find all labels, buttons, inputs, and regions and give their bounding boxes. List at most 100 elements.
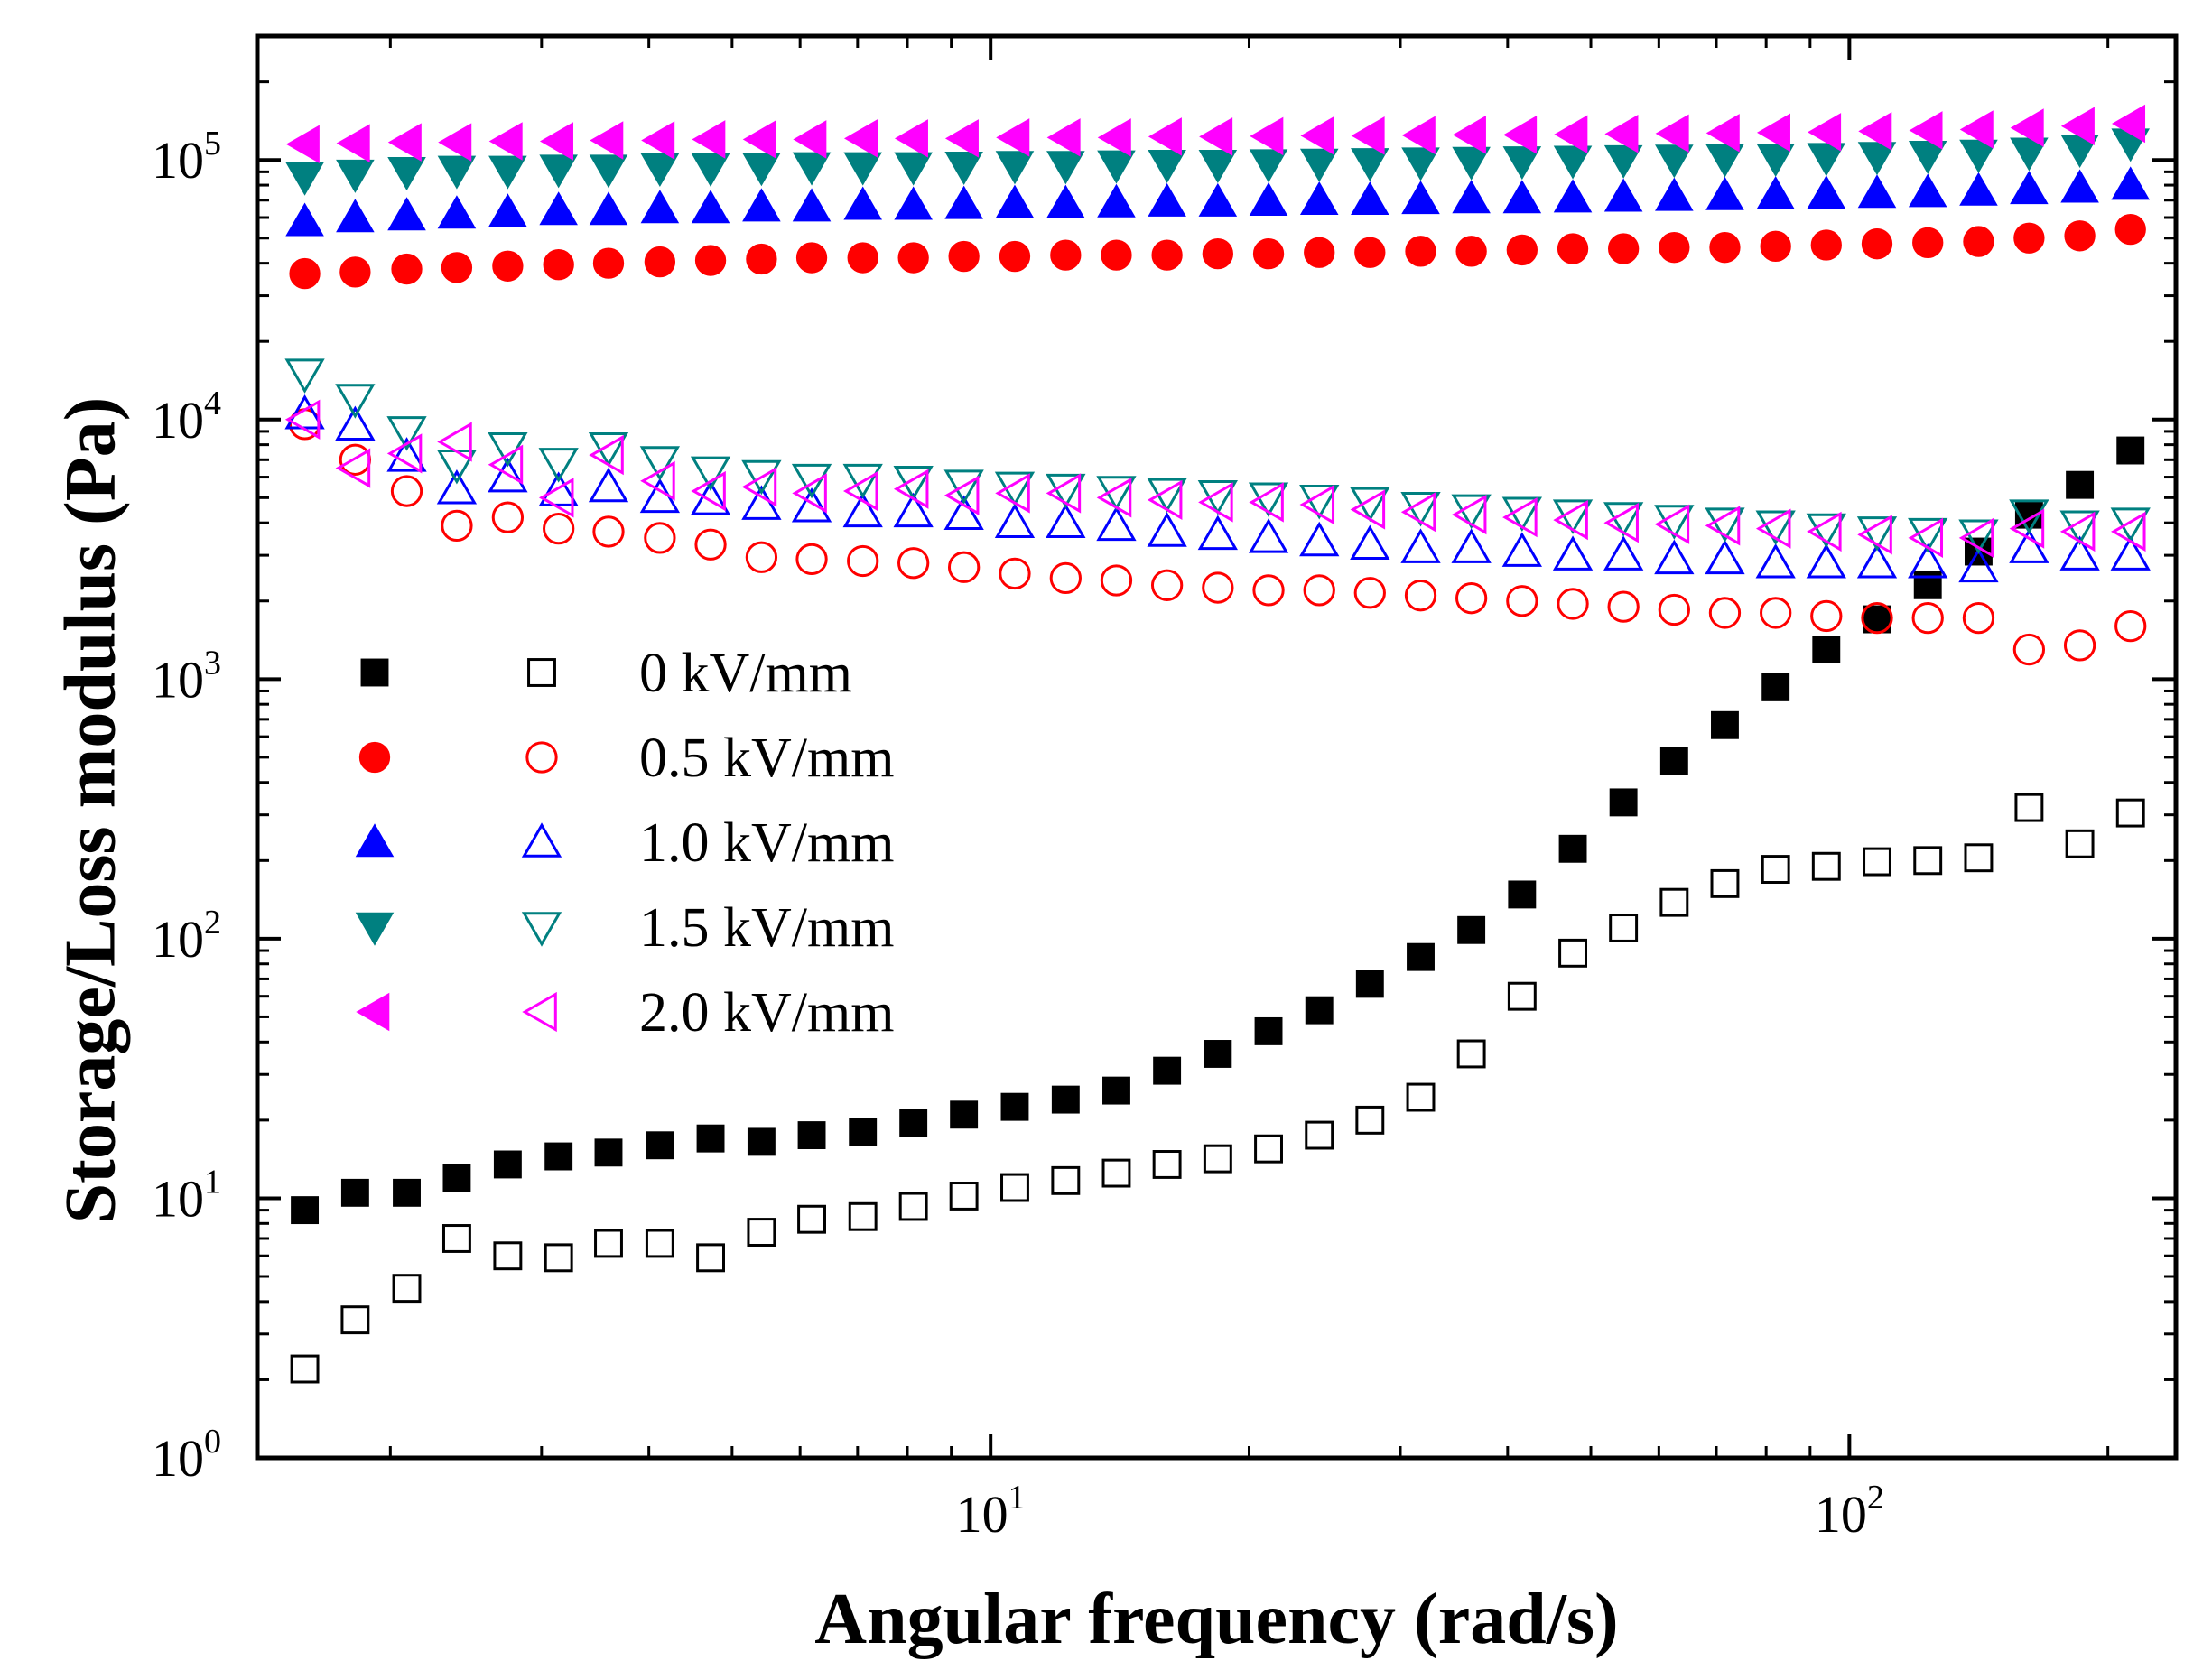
filled-triangle-left-point [1909, 111, 1943, 150]
filled-circle-point [1151, 239, 1183, 271]
open-triangle-left-point [1096, 478, 1132, 518]
open-square-point [1913, 846, 1943, 876]
y-axis-title: Storage/Loss modulus (Pa) [51, 397, 130, 1224]
open-square-point [1863, 847, 1891, 877]
open-triangle-left-point [1654, 504, 1690, 544]
filled-triangle-down-point [792, 152, 832, 186]
filled-square-point [1558, 834, 1587, 863]
filled-triangle-up-point [1807, 175, 1846, 209]
filled-triangle-left-point [285, 125, 320, 164]
filled-circle-point [897, 242, 929, 274]
filled-triangle-left-point [2112, 104, 2146, 144]
filled-circle-point [2114, 214, 2146, 246]
filled-triangle-down-point [1351, 148, 1389, 182]
filled-triangle-down-point [1959, 139, 1998, 173]
filled-circle-point [592, 247, 625, 279]
filled-square-point [1711, 710, 1739, 739]
open-circle-point [1708, 597, 1742, 629]
filled-triangle-up-point [285, 202, 324, 237]
filled-square-point [849, 1118, 878, 1146]
legend-open-triangle-down [521, 912, 562, 947]
open-triangle-down-point [1248, 482, 1289, 518]
filled-circle-point [289, 257, 321, 290]
filled-triangle-left-point [742, 120, 776, 159]
filled-square-point [899, 1109, 928, 1137]
open-triangle-up-point [842, 492, 883, 528]
filled-triangle-left-point [1959, 110, 1994, 149]
filled-circle-point [441, 252, 473, 283]
filled-circle-point [1455, 236, 1487, 267]
open-circle-point [1353, 577, 1386, 609]
filled-triangle-up-point [1756, 175, 1795, 209]
open-triangle-down-point [538, 448, 579, 483]
series-storage-2 [289, 214, 2146, 290]
filled-triangle-up-point [539, 191, 578, 226]
filled-circle-point [948, 240, 980, 273]
open-triangle-up-point [1046, 503, 1086, 538]
open-square-point [696, 1243, 725, 1273]
data-markers-layer [284, 104, 2151, 1384]
filled-triangle-left-point [1046, 118, 1081, 157]
open-triangle-up-point [994, 503, 1036, 538]
filled-triangle-left-point [1148, 117, 1182, 156]
open-circle-point [441, 509, 473, 543]
open-triangle-left-point [1603, 503, 1639, 543]
open-triangle-left-point [284, 399, 321, 440]
filled-circle-point [1963, 226, 1994, 257]
filled-triangle-up-point [1857, 174, 1897, 209]
filled-circle-point [1608, 233, 1640, 264]
open-square-point [848, 1201, 878, 1231]
filled-square-point [1457, 915, 1486, 944]
filled-circle-point [543, 249, 574, 281]
open-triangle-left-point [2111, 511, 2146, 552]
filled-triangle-down-point [1603, 144, 1643, 179]
open-circle-point [1911, 601, 1944, 635]
legend-item: 1.5 kV/mm [355, 897, 894, 959]
open-triangle-left-point [1400, 492, 1436, 533]
filled-triangle-up-point [1351, 181, 1389, 216]
x-axis-title: Angular frequency (rad/s) [814, 1580, 1618, 1659]
open-triangle-up-point [1958, 547, 1999, 583]
open-triangle-up-point [2110, 535, 2151, 571]
open-triangle-left-point [741, 467, 777, 507]
open-triangle-down-point [741, 459, 782, 496]
open-triangle-left-point [1908, 517, 1944, 559]
open-triangle-left-point [335, 448, 371, 488]
filled-square-point [747, 1127, 776, 1156]
filled-triangle-up-point [894, 186, 933, 220]
filled-triangle-left-point [2010, 108, 2044, 147]
plot-frame [255, 33, 2179, 1461]
open-square-point [1305, 1120, 1334, 1150]
filled-square-point [2116, 436, 2145, 465]
x-tick-label: 102 [1815, 1479, 1884, 1544]
legend-open-circle [525, 741, 558, 774]
filled-triangle-left-point [1250, 116, 1284, 156]
open-square-point [747, 1218, 776, 1247]
open-square-point [1051, 1165, 1081, 1195]
filled-triangle-left-point [590, 121, 624, 160]
open-triangle-left-point [691, 470, 726, 512]
filled-circle-point [1304, 237, 1335, 268]
open-circle-point [1557, 588, 1589, 620]
open-triangle-left-point [1553, 499, 1588, 541]
filled-triangle-left-point [1705, 114, 1740, 153]
filled-triangle-up-point [1097, 183, 1136, 218]
filled-circle-point [492, 250, 524, 282]
open-triangle-left-point [1958, 517, 1994, 559]
open-square-point [1355, 1105, 1385, 1135]
filled-triangle-down-point [742, 153, 781, 187]
filled-triangle-left-point [2060, 107, 2095, 146]
filled-circle-point [847, 242, 878, 274]
open-triangle-down-point [1046, 473, 1086, 509]
filled-triangle-up-point [2010, 171, 2049, 205]
filled-triangle-left-point [793, 120, 827, 159]
filled-circle-point [1506, 234, 1538, 266]
open-circle-point [1962, 601, 1995, 635]
series-storage-0 [291, 436, 2145, 1225]
open-square-point [340, 1305, 370, 1335]
open-triangle-up-point [1197, 515, 1238, 551]
filled-square-point [1254, 1016, 1283, 1045]
open-circle-point [1100, 564, 1133, 597]
open-triangle-left-point [792, 473, 827, 514]
open-triangle-up-point [1908, 543, 1948, 579]
